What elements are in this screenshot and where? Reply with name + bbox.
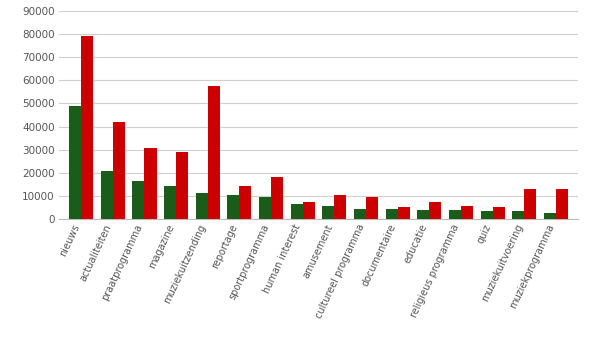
Bar <box>430 202 441 219</box>
Bar <box>354 209 366 219</box>
Bar <box>461 206 473 219</box>
Bar <box>556 189 568 219</box>
Bar <box>417 210 430 219</box>
Bar <box>208 86 220 219</box>
Bar <box>493 207 505 219</box>
Bar <box>196 193 208 219</box>
Bar <box>271 177 283 219</box>
Bar <box>176 152 188 219</box>
Bar <box>164 186 176 219</box>
Bar <box>227 195 240 219</box>
Bar <box>398 207 410 219</box>
Bar <box>303 202 315 219</box>
Bar <box>81 36 93 219</box>
Bar <box>512 211 525 219</box>
Bar <box>145 148 156 219</box>
Bar <box>259 198 271 219</box>
Bar <box>240 186 251 219</box>
Bar <box>449 210 461 219</box>
Bar <box>544 212 556 219</box>
Bar <box>101 171 113 219</box>
Bar <box>113 122 125 219</box>
Bar <box>335 195 346 219</box>
Bar <box>322 206 335 219</box>
Bar <box>481 211 493 219</box>
Bar <box>366 198 378 219</box>
Bar <box>525 189 536 219</box>
Bar <box>386 209 398 219</box>
Bar <box>132 181 145 219</box>
Bar <box>291 204 303 219</box>
Bar <box>69 106 81 219</box>
